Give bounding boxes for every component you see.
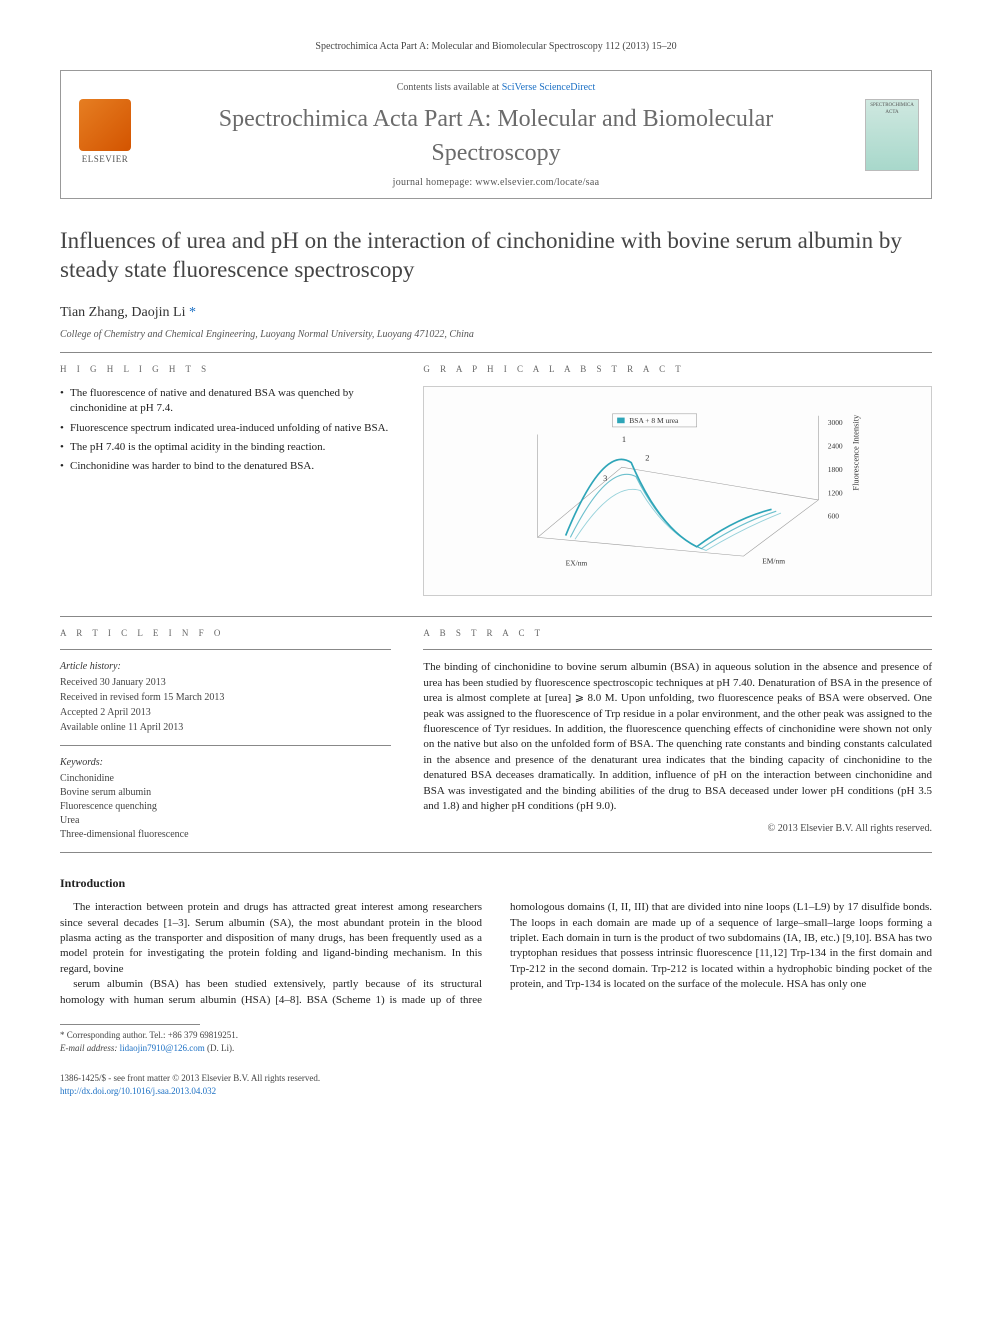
peak-label-2: 2 — [645, 453, 649, 463]
x1-axis-label: EX/nm — [565, 559, 587, 568]
highlight-item: Fluorescence spectrum indicated urea-ind… — [60, 421, 391, 436]
highlights-label: H I G H L I G H T S — [60, 363, 391, 376]
journal-name: Spectrochimica Acta Part A: Molecular an… — [163, 103, 829, 170]
keyword: Three-dimensional fluorescence — [60, 828, 391, 842]
intro-paragraph: The interaction between protein and drug… — [60, 900, 482, 977]
corr-email-link[interactable]: lidaojin7910@126.com — [120, 1043, 205, 1053]
highlight-item: The fluorescence of native and denatured… — [60, 386, 391, 417]
divider — [60, 649, 391, 650]
corresponding-marker: * — [189, 305, 196, 320]
divider — [60, 852, 932, 853]
history-line: Received in revised form 15 March 2013 — [60, 691, 391, 705]
history-line: Received 30 January 2013 — [60, 676, 391, 690]
elsevier-label: ELSEVIER — [73, 153, 137, 166]
copyright: © 2013 Elsevier B.V. All rights reserved… — [423, 822, 932, 836]
x2-axis-label: EM/nm — [762, 557, 785, 566]
keyword: Cinchonidine — [60, 772, 391, 786]
footer-copyright: 1386-1425/$ - see front matter © 2013 El… — [60, 1072, 320, 1085]
authors: Tian Zhang, Daojin Li * — [60, 303, 932, 323]
article-title: Influences of urea and pH on the interac… — [60, 227, 932, 285]
article-info-label: A R T I C L E I N F O — [60, 627, 391, 640]
corr-author-line: * Corresponding author. Tel.: +86 379 69… — [60, 1029, 932, 1042]
graphical-abstract-chart: 1 2 3 BSA + 8 M urea 3000 2400 1800 1200… — [450, 397, 906, 584]
article-history: Article history: Received 30 January 201… — [60, 660, 391, 842]
sciencedirect-link[interactable]: SciVerse ScienceDirect — [502, 82, 596, 93]
divider — [423, 649, 932, 650]
journal-homepage: journal homepage: www.elsevier.com/locat… — [163, 176, 829, 190]
contents-line: Contents lists available at SciVerse Sci… — [163, 81, 829, 95]
journal-header: ELSEVIER Contents lists available at Sci… — [60, 70, 932, 199]
abstract-label: A B S T R A C T — [423, 627, 932, 640]
contents-prefix: Contents lists available at — [397, 82, 502, 93]
divider — [60, 616, 932, 617]
chart-legend: BSA + 8 M urea — [629, 416, 679, 425]
keyword: Urea — [60, 814, 391, 828]
keywords-header: Keywords: — [60, 756, 391, 770]
abstract-text: The binding of cinchonidine to bovine se… — [423, 660, 932, 814]
ytick: 2400 — [827, 442, 842, 451]
intro-body: The interaction between protein and drug… — [60, 900, 932, 1008]
ytick: 3000 — [827, 418, 842, 427]
elsevier-logo: ELSEVIER — [73, 99, 137, 171]
page-footer: 1386-1425/$ - see front matter © 2013 El… — [60, 1072, 932, 1097]
keyword: Fluorescence quenching — [60, 800, 391, 814]
doi-link[interactable]: http://dx.doi.org/10.1016/j.saa.2013.04.… — [60, 1086, 216, 1096]
corresponding-footnote: * Corresponding author. Tel.: +86 379 69… — [60, 1029, 932, 1054]
homepage-prefix: journal homepage: — [393, 177, 476, 188]
divider — [60, 352, 932, 353]
highlight-item: Cinchonidine was harder to bind to the d… — [60, 459, 391, 474]
email-suffix: (D. Li). — [207, 1043, 234, 1053]
peak-label-3: 3 — [603, 474, 607, 484]
graphical-abstract: 1 2 3 BSA + 8 M urea 3000 2400 1800 1200… — [423, 386, 932, 596]
ytick: 600 — [827, 512, 838, 521]
author-names: Tian Zhang, Daojin Li — [60, 305, 185, 320]
journal-reference: Spectrochimica Acta Part A: Molecular an… — [60, 40, 932, 54]
highlights-list: The fluorescence of native and denatured… — [60, 386, 391, 475]
journal-cover-thumbnail: SPECTROCHIMICA ACTA — [865, 99, 919, 171]
keyword: Bovine serum albumin — [60, 786, 391, 800]
email-label: E-mail address: — [60, 1043, 117, 1053]
divider — [60, 745, 391, 746]
history-line: Available online 11 April 2013 — [60, 721, 391, 735]
homepage-url: www.elsevier.com/locate/saa — [475, 177, 599, 188]
elsevier-tree-icon — [79, 99, 131, 151]
intro-heading: Introduction — [60, 875, 932, 892]
ytick: 1800 — [827, 465, 842, 474]
history-line: Accepted 2 April 2013 — [60, 706, 391, 720]
highlight-item: The pH 7.40 is the optimal acidity in th… — [60, 440, 391, 455]
footnote-divider — [60, 1024, 200, 1025]
peak-label-1: 1 — [622, 434, 626, 444]
fluorescence-surface-curve — [565, 460, 771, 547]
affiliation: College of Chemistry and Chemical Engine… — [60, 328, 932, 342]
graphical-abstract-label: G R A P H I C A L A B S T R A C T — [423, 363, 932, 376]
y-axis-label: Fluorescence Intensity — [850, 414, 860, 491]
history-header: Article history: — [60, 660, 391, 674]
ytick: 1200 — [827, 489, 842, 498]
